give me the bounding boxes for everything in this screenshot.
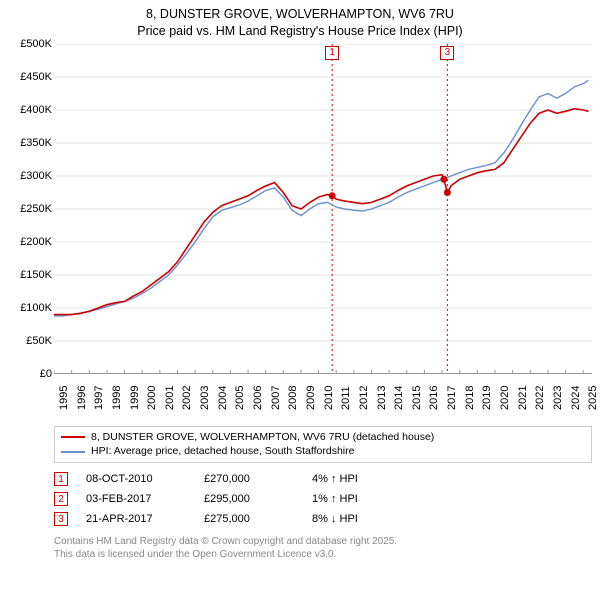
x-tick-label: 2002 xyxy=(181,385,193,409)
y-tick-label: £450K xyxy=(20,71,52,83)
transaction-date: 08-OCT-2010 xyxy=(86,473,186,485)
chart-area: £0 £50K £100K £150K £200K £250K £300K £350K £400… xyxy=(8,44,592,424)
x-tick-label: 2008 xyxy=(287,385,299,409)
x-tick-label: 2014 xyxy=(393,385,405,409)
x-axis: 1995 1996 1997 1998 1999 2000 2001 2002 2003 2004… xyxy=(54,374,592,424)
x-tick-label: 2017 xyxy=(446,385,458,409)
x-tick-label: 2009 xyxy=(305,385,317,409)
transaction-date: 03-FEB-2017 xyxy=(86,493,186,505)
y-tick-label: £100K xyxy=(20,302,52,314)
transaction-row: 3 21-APR-2017 £275,000 8% ↓ HPI xyxy=(54,509,592,529)
x-tick-label: 2005 xyxy=(234,385,246,409)
x-tick-label: 2020 xyxy=(499,385,511,409)
x-tick-label: 2011 xyxy=(340,386,352,410)
legend-label: 8, DUNSTER GROVE, WOLVERHAMPTON, WV6 7RU… xyxy=(91,430,434,445)
legend-item: HPI: Average price, detached house, Sout… xyxy=(61,444,585,459)
plot-area: 13 xyxy=(54,44,592,374)
x-tick-label: 2021 xyxy=(517,385,529,409)
y-tick-label: £250K xyxy=(20,203,52,215)
x-tick-label: 2007 xyxy=(270,385,282,409)
x-tick-label: 2024 xyxy=(570,385,582,409)
x-tick-label: 2019 xyxy=(481,385,493,409)
y-tick-label: £0 xyxy=(40,368,52,380)
legend-swatch xyxy=(61,436,85,438)
legend-swatch xyxy=(61,451,85,453)
x-tick-label: 2018 xyxy=(464,385,476,409)
series-price_paid xyxy=(54,108,589,314)
y-tick-label: £200K xyxy=(20,236,52,248)
x-tick-label: 1999 xyxy=(129,385,141,409)
transaction-marker: 1 xyxy=(54,472,68,486)
title-line-2: Price paid vs. HM Land Registry's House … xyxy=(8,23,592,40)
transaction-row: 1 08-OCT-2010 £270,000 4% ↑ HPI xyxy=(54,469,592,489)
title-line-1: 8, DUNSTER GROVE, WOLVERHAMPTON, WV6 7RU xyxy=(8,6,592,23)
chart-title-block: 8, DUNSTER GROVE, WOLVERHAMPTON, WV6 7RU… xyxy=(8,6,592,40)
transaction-price: £270,000 xyxy=(204,473,294,485)
transaction-delta: 4% ↑ HPI xyxy=(312,473,432,485)
sale-point xyxy=(444,189,451,196)
sale-point xyxy=(329,192,336,199)
legend: 8, DUNSTER GROVE, WOLVERHAMPTON, WV6 7RU… xyxy=(54,426,592,463)
x-tick-label: 2015 xyxy=(411,385,423,409)
x-tick-label: 1995 xyxy=(58,385,70,409)
transaction-row: 2 03-FEB-2017 £295,000 1% ↑ HPI xyxy=(54,489,592,509)
x-tick-label: 2023 xyxy=(552,385,564,409)
x-tick-label: 2013 xyxy=(376,385,388,409)
x-tick-label: 2012 xyxy=(358,385,370,409)
y-tick-label: £350K xyxy=(20,137,52,149)
transaction-price: £275,000 xyxy=(204,513,294,525)
transaction-marker: 2 xyxy=(54,492,68,506)
x-tick-label: 2004 xyxy=(217,385,229,409)
transactions-table: 1 08-OCT-2010 £270,000 4% ↑ HPI 2 03-FEB-2017… xyxy=(54,469,592,529)
x-tick-label: 2000 xyxy=(146,385,158,409)
y-tick-label: £400K xyxy=(20,104,52,116)
x-tick-label: 1998 xyxy=(111,385,123,409)
chart-svg xyxy=(54,44,592,374)
x-tick-label: 2010 xyxy=(323,385,335,409)
x-tick-label: 2006 xyxy=(252,385,264,409)
chart-marker-1: 1 xyxy=(325,46,339,60)
legend-item: 8, DUNSTER GROVE, WOLVERHAMPTON, WV6 7RU… xyxy=(61,430,585,445)
footer-attribution: Contains HM Land Registry data © Crown c… xyxy=(54,535,592,561)
y-axis: £0£50K£100K£150K£200K£250K£300K£350K£400… xyxy=(8,44,54,374)
series-hpi xyxy=(54,80,589,316)
x-tick-label: 2022 xyxy=(534,385,546,409)
transaction-delta: 1% ↑ HPI xyxy=(312,493,432,505)
sale-point xyxy=(440,176,447,183)
footer-line-1: Contains HM Land Registry data © Crown c… xyxy=(54,535,592,548)
chart-marker-3: 3 xyxy=(440,46,454,60)
y-tick-label: £50K xyxy=(26,335,52,347)
x-tick-label: 2016 xyxy=(428,385,440,409)
transaction-price: £295,000 xyxy=(204,493,294,505)
y-tick-label: £300K xyxy=(20,170,52,182)
footer-line-2: This data is licensed under the Open Gov… xyxy=(54,548,592,561)
x-tick-label: 2003 xyxy=(199,385,211,409)
transaction-delta: 8% ↓ HPI xyxy=(312,513,432,525)
y-tick-label: £150K xyxy=(20,269,52,281)
page-root: 8, DUNSTER GROVE, WOLVERHAMPTON, WV6 7RU… xyxy=(0,0,600,590)
legend-label: HPI: Average price, detached house, Sout… xyxy=(91,444,354,459)
y-tick-label: £500K xyxy=(20,38,52,50)
x-tick-label: 1997 xyxy=(93,385,105,409)
x-tick-label: 2001 xyxy=(164,385,176,409)
x-tick-label: 2025 xyxy=(587,385,599,409)
x-tick-label: 1996 xyxy=(76,385,88,409)
transaction-date: 21-APR-2017 xyxy=(86,513,186,525)
transaction-marker: 3 xyxy=(54,512,68,526)
